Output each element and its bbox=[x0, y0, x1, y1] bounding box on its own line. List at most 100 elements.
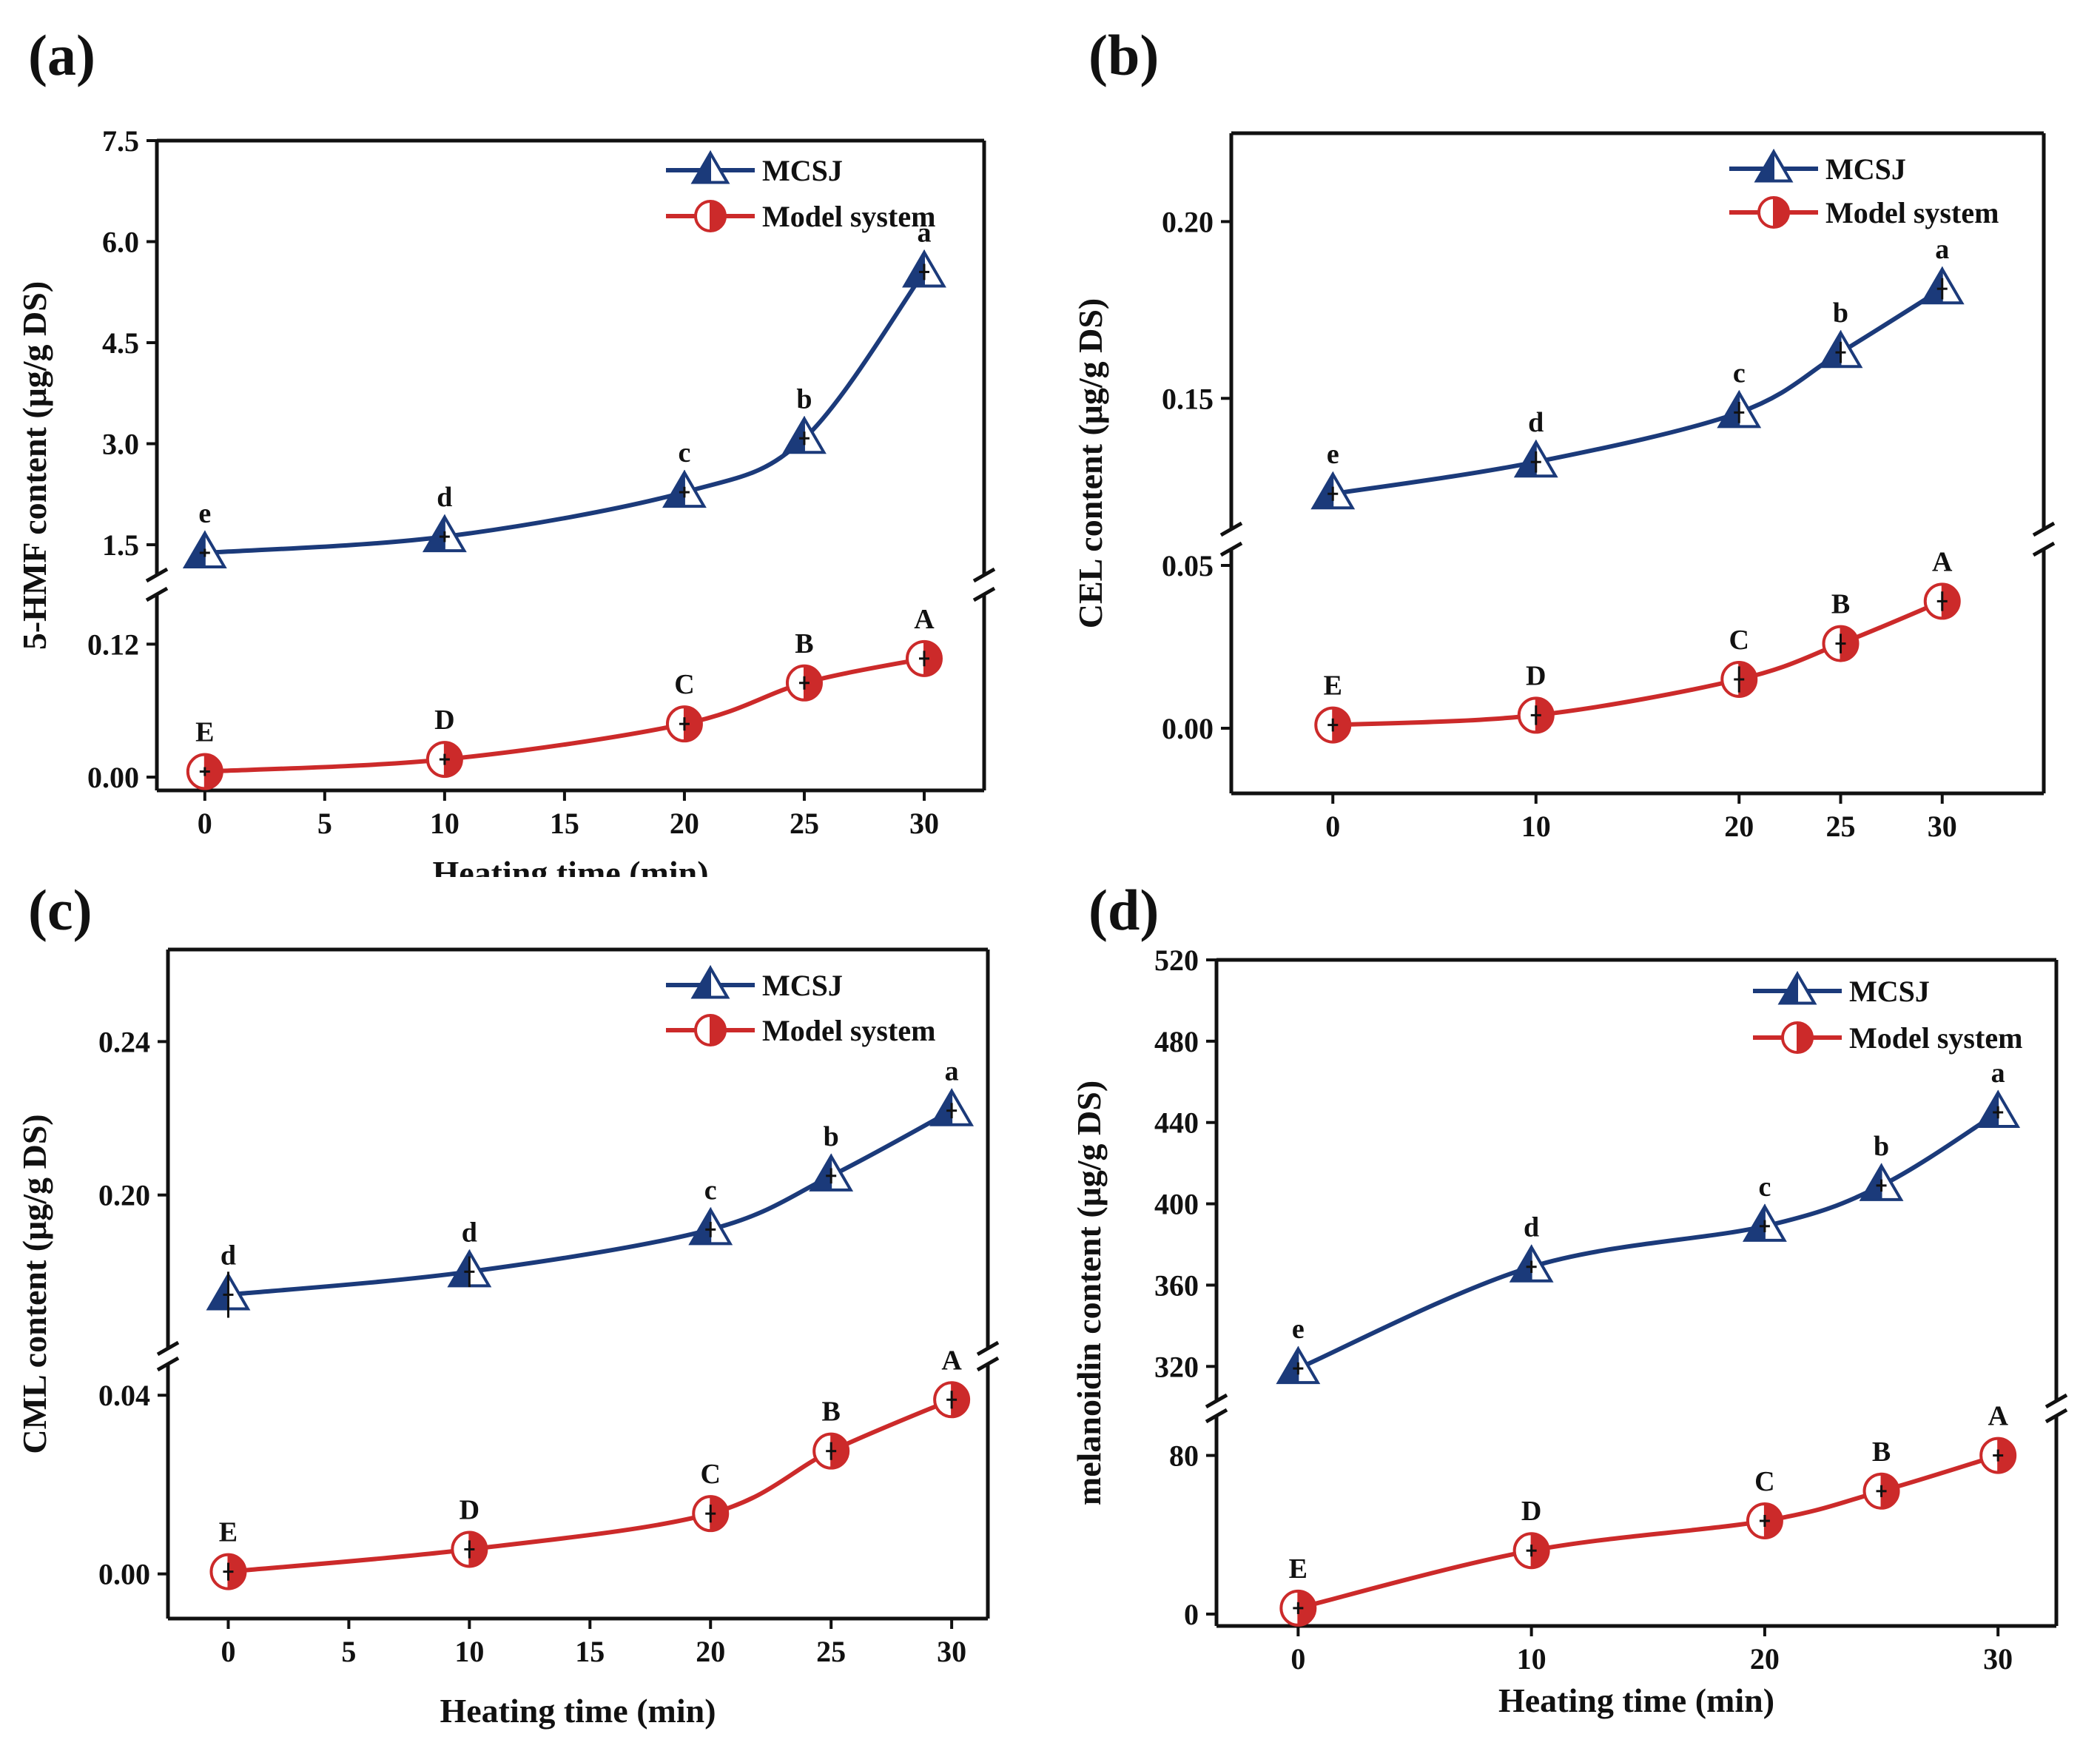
legend-item-model-system: Model system bbox=[666, 1014, 935, 1047]
legend-item-mcsj: MCSJ bbox=[666, 150, 843, 187]
x-tick-label: 10 bbox=[1521, 810, 1551, 843]
marker-fill-half bbox=[184, 530, 206, 568]
significance-letter: D bbox=[434, 705, 454, 736]
marker-fill-half bbox=[683, 706, 702, 742]
x-tick-label: 10 bbox=[430, 807, 460, 840]
panel-label-a: (a) bbox=[28, 23, 95, 87]
x-axis-title: Heating time (min) bbox=[440, 1692, 716, 1730]
marker-fill-half bbox=[1976, 1089, 1999, 1128]
significance-letter: b bbox=[824, 1121, 839, 1152]
legend: MCSJ Model system bbox=[666, 150, 935, 233]
significance-letter: B bbox=[1872, 1437, 1891, 1468]
y-tick-label: 6.0 bbox=[102, 226, 139, 259]
legend-item-mcsj: MCSJ bbox=[1729, 149, 1906, 186]
marker-fill-half bbox=[690, 1207, 712, 1245]
significance-letter: d bbox=[437, 482, 452, 513]
marker-fill-half bbox=[710, 1496, 729, 1532]
axis-break-mark bbox=[2045, 1393, 2068, 1409]
marker-fill-half bbox=[1997, 1437, 2016, 1474]
axis-break-mark bbox=[156, 1340, 180, 1357]
y-tick-label: 0.20 bbox=[98, 1179, 150, 1212]
y-tick-label: 0.20 bbox=[1162, 205, 1214, 238]
significance-letter: D bbox=[460, 1494, 479, 1525]
x-tick-label: 20 bbox=[696, 1635, 725, 1668]
significance-letter: d bbox=[1528, 407, 1544, 438]
significance-letter: a bbox=[1935, 234, 1949, 265]
y-tick-label: 0.12 bbox=[87, 628, 139, 661]
x-tick-label: 0 bbox=[1325, 810, 1340, 843]
marker-fill-half bbox=[830, 1433, 849, 1469]
significance-letter: A bbox=[914, 604, 935, 635]
significance-letter: a bbox=[1991, 1058, 2005, 1089]
significance-letter: a bbox=[917, 217, 931, 248]
marker-fill-half bbox=[207, 1272, 229, 1310]
legend-marker-circle bbox=[1781, 1021, 1814, 1054]
x-tick-label: 0 bbox=[221, 1635, 235, 1668]
marker-fill-half bbox=[1312, 471, 1334, 509]
legend-marker-circle bbox=[694, 1014, 727, 1046]
legend-label: MCSJ bbox=[1849, 975, 1930, 1008]
significance-letter: b bbox=[1874, 1131, 1889, 1162]
significance-letter: c bbox=[704, 1175, 717, 1206]
x-tick-label: 15 bbox=[575, 1635, 605, 1668]
y-tick-label: 80 bbox=[1169, 1439, 1199, 1473]
axis-break-mark bbox=[1219, 541, 1243, 557]
y-tick-label: 4.5 bbox=[102, 326, 139, 360]
significance-letter: C bbox=[1754, 1466, 1774, 1497]
marker-fill-half bbox=[1941, 583, 1960, 619]
significance-letter: D bbox=[1521, 1496, 1541, 1527]
axis-break-mark bbox=[1219, 521, 1243, 537]
series-line-model-system bbox=[1333, 599, 1943, 728]
significance-letter: C bbox=[1729, 625, 1749, 656]
marker-fill-half bbox=[1738, 661, 1757, 698]
legend-label: Model system bbox=[762, 1014, 935, 1047]
y-tick-label: 480 bbox=[1154, 1025, 1199, 1058]
panel-label-c: (c) bbox=[28, 878, 92, 942]
significance-letter: A bbox=[941, 1345, 962, 1376]
legend-item-model-system: Model system bbox=[666, 200, 935, 233]
marker-fill-half bbox=[783, 416, 805, 454]
legend-label: Model system bbox=[762, 200, 935, 233]
y-tick-label: 360 bbox=[1154, 1269, 1199, 1302]
marker-fill-half bbox=[1840, 625, 1859, 662]
marker-fill-half bbox=[423, 514, 445, 552]
marker-fill-half bbox=[692, 150, 711, 184]
y-tick-label: 0.15 bbox=[1162, 382, 1214, 415]
axis-break-mark bbox=[976, 1356, 1000, 1372]
significance-letter: B bbox=[821, 1397, 840, 1428]
x-tick-label: 5 bbox=[317, 807, 332, 840]
significance-letter: D bbox=[1526, 660, 1546, 691]
y-axis-title: CML content (μg/g DS) bbox=[16, 1114, 53, 1454]
legend-marker-triangle bbox=[690, 150, 730, 184]
legend-item-model-system: Model system bbox=[1729, 196, 1999, 229]
series-line-mcsj bbox=[1297, 1110, 1999, 1371]
marker-fill-half bbox=[1797, 1021, 1813, 1054]
marker-fill-half bbox=[710, 1014, 726, 1046]
legend-marker-triangle bbox=[1777, 971, 1817, 1005]
axis-break-mark bbox=[1205, 1408, 1228, 1424]
marker-fill-half bbox=[1515, 440, 1537, 477]
axis-break-mark bbox=[145, 567, 169, 583]
axis-break-mark bbox=[156, 1356, 180, 1372]
y-tick-label: 0.00 bbox=[98, 1558, 150, 1591]
series-line-model-system bbox=[1297, 1453, 1999, 1610]
legend-item-mcsj: MCSJ bbox=[666, 965, 843, 1002]
series-line-mcsj bbox=[228, 1109, 953, 1297]
y-tick-label: 0 bbox=[1184, 1598, 1199, 1631]
y-tick-label: 320 bbox=[1154, 1350, 1199, 1383]
significance-letter: e bbox=[1292, 1314, 1305, 1345]
marker-fill-half bbox=[1718, 390, 1740, 428]
model-system-point bbox=[1517, 696, 1555, 734]
marker-fill-half bbox=[903, 249, 925, 287]
model-system-point bbox=[1512, 1532, 1550, 1570]
significance-letter: A bbox=[1932, 546, 1953, 577]
model-system-point bbox=[665, 705, 703, 743]
marker-fill-half bbox=[930, 1088, 953, 1126]
marker-fill-half bbox=[1860, 1163, 1882, 1200]
series-line-model-system bbox=[204, 656, 925, 774]
x-tick-label: 5 bbox=[341, 1635, 356, 1668]
marker-fill-half bbox=[710, 200, 726, 232]
legend-label: Model system bbox=[1849, 1021, 2022, 1055]
legend-label: MCSJ bbox=[762, 154, 843, 187]
x-tick-label: 20 bbox=[1750, 1642, 1780, 1676]
